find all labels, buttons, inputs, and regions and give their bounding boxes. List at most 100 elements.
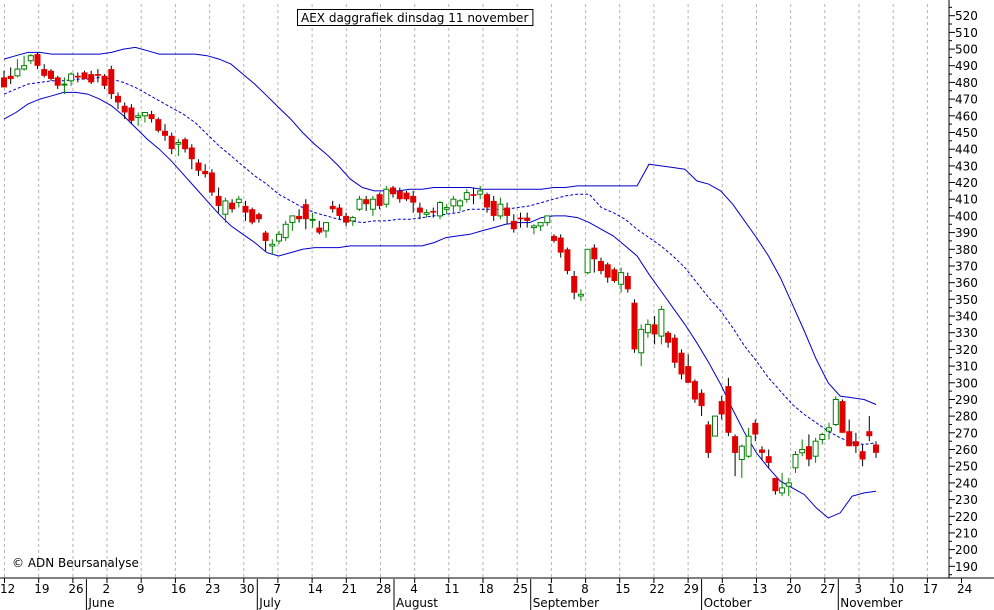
y-tick-label: 490: [955, 59, 978, 73]
candle-up: [457, 199, 464, 211]
candle-body: [805, 446, 812, 460]
candle-down: [208, 169, 215, 196]
candle-body: [604, 264, 611, 278]
candle-body: [691, 381, 698, 400]
candle-body: [329, 205, 336, 210]
candle-up: [68, 72, 75, 86]
candle-up: [812, 437, 819, 463]
candle-down: [262, 230, 269, 251]
candle-up: [463, 189, 470, 203]
candle-body: [598, 261, 604, 271]
candle-down: [396, 187, 403, 203]
candle-body: [215, 195, 222, 206]
candle-up: [289, 215, 296, 231]
candle-down: [121, 102, 128, 120]
candle-body: [94, 74, 101, 76]
x-tick-label: 28: [376, 582, 391, 596]
candle-body: [356, 198, 363, 210]
candle-body: [846, 431, 853, 447]
candle-body: [651, 324, 658, 335]
candle-body: [530, 225, 537, 229]
y-tick-label: 220: [955, 510, 978, 524]
middle-band-line: [3, 76, 877, 446]
y-tick-label: 450: [955, 126, 978, 140]
candle-down: [1, 70, 7, 88]
copyright-text: © ADN Beursanalyse: [12, 556, 139, 570]
y-tick-label: 460: [955, 109, 978, 123]
x-tick-label: 1: [547, 582, 555, 596]
candle-body: [249, 209, 256, 223]
candle-down: [115, 92, 121, 110]
candle-body: [101, 75, 108, 86]
candle-up: [584, 248, 591, 275]
candle-body: [779, 487, 786, 494]
candle-down: [255, 212, 262, 223]
x-axis: 12 19 26 2 9 16 23 30 7 14 21 28 4 11 18 25 1 8 15 22 29 6 13 2…: [0, 578, 972, 610]
x-tick-label: 2: [103, 582, 111, 596]
candle-down: [571, 271, 578, 300]
candle-body: [128, 107, 135, 121]
candle-body: [383, 188, 390, 205]
candle-body: [678, 352, 685, 375]
candle-down: [484, 192, 490, 213]
candle-body: [819, 434, 826, 440]
candle-up: [779, 472, 786, 497]
candle-down: [873, 441, 879, 458]
candle-up: [618, 267, 625, 293]
candle-down: [376, 192, 383, 210]
candle-body: [624, 276, 631, 290]
candle-body: [403, 192, 410, 200]
candle-up: [832, 396, 839, 427]
candle-body: [21, 65, 28, 70]
candle-body: [369, 198, 376, 210]
x-tick-label: 19: [34, 582, 49, 596]
candle-body: [269, 243, 276, 247]
candle-down: [752, 419, 759, 442]
candle-body: [195, 162, 202, 171]
candle-up: [477, 185, 484, 200]
candle-body: [644, 323, 651, 334]
upper-band-line: [3, 46, 877, 405]
candle-body: [229, 202, 236, 210]
x-tick-label: 22: [649, 582, 664, 596]
candle-up: [61, 77, 68, 95]
candle-body: [725, 386, 732, 433]
candle-body: [437, 202, 443, 217]
month-label: June: [87, 596, 114, 610]
y-tick-label: 380: [955, 243, 978, 257]
candle-body: [242, 205, 249, 213]
candle-body: [873, 444, 879, 453]
candle-down: [718, 396, 725, 420]
candle-body: [182, 139, 189, 150]
x-tick-label: 24: [957, 582, 972, 596]
candle-body: [859, 451, 866, 460]
candle-body: [544, 215, 551, 224]
candle-body: [551, 235, 557, 241]
y-tick-label: 510: [955, 26, 978, 40]
x-tick-label: 27: [820, 582, 835, 596]
candle-body: [712, 415, 718, 437]
candle-body: [302, 204, 309, 220]
candle-body: [68, 73, 75, 82]
candle-up: [443, 204, 450, 215]
candle-body: [396, 190, 403, 200]
y-tick-label: 300: [955, 376, 978, 390]
x-tick-label: 14: [308, 582, 323, 596]
candle-body: [564, 249, 571, 271]
x-tick-label: 16: [171, 582, 186, 596]
y-tick-label: 250: [955, 460, 978, 474]
x-tick-label: 17: [923, 582, 938, 596]
candle-body: [349, 217, 356, 222]
y-tick-label: 240: [955, 476, 978, 490]
candle-body: [631, 302, 638, 350]
candle-down: [390, 185, 396, 198]
candle-body: [584, 248, 591, 274]
candle-down: [128, 104, 135, 125]
candle-down: [557, 234, 564, 258]
candle-body: [832, 399, 839, 425]
y-tick-label: 370: [955, 260, 978, 274]
x-tick-label: 26: [68, 582, 83, 596]
candle-down: [564, 247, 571, 275]
candle-body: [309, 218, 316, 221]
candle-up: [269, 239, 276, 255]
